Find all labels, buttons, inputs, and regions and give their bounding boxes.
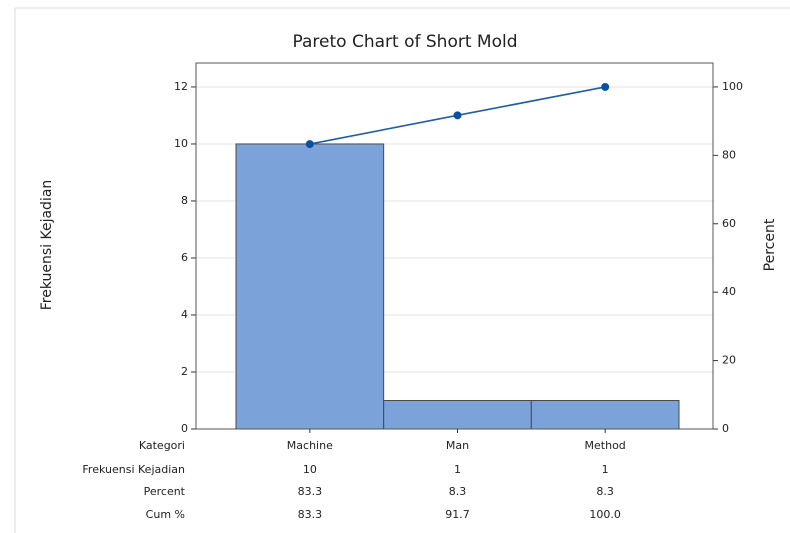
y-tick-label: 8 bbox=[181, 194, 188, 207]
bar bbox=[530, 399, 680, 430]
cum-point bbox=[305, 140, 314, 149]
bar bbox=[235, 143, 385, 430]
y2-tick-label: 100 bbox=[722, 80, 743, 93]
table-cell: 1 bbox=[602, 463, 609, 476]
y2-tick-label: 0 bbox=[722, 422, 729, 435]
y-tick-label: 12 bbox=[174, 80, 188, 93]
x-tick-label: Man bbox=[446, 439, 469, 452]
table-cell: 91.7 bbox=[445, 508, 470, 521]
y2-axis-label: Percent bbox=[762, 218, 778, 271]
cum-point bbox=[453, 111, 462, 120]
chart-title: Pareto Chart of Short Mold bbox=[293, 32, 518, 52]
y-tick-label: 0 bbox=[181, 422, 188, 435]
y-tick-label: 2 bbox=[181, 365, 188, 378]
x-tick-label: Machine bbox=[287, 439, 333, 452]
y-tick-label: 4 bbox=[181, 308, 188, 321]
y-tick-label: 6 bbox=[181, 251, 188, 264]
y2-tick-label: 20 bbox=[722, 354, 736, 367]
table-cell: 10 bbox=[303, 463, 317, 476]
table-row-label: Percent bbox=[144, 485, 186, 498]
table-row-label: Frekuensi Kejadian bbox=[82, 463, 185, 476]
bar bbox=[383, 399, 532, 430]
x-tick-label: Method bbox=[585, 439, 626, 452]
y-tick-label: 10 bbox=[174, 137, 188, 150]
category-row-label: Kategori bbox=[139, 439, 185, 452]
cum-point bbox=[601, 82, 610, 91]
y2-tick-label: 60 bbox=[722, 217, 736, 230]
table-cell: 1 bbox=[454, 463, 461, 476]
table-cell: 83.3 bbox=[298, 485, 323, 498]
plot-frame bbox=[195, 62, 714, 430]
table-cell: 83.3 bbox=[298, 508, 323, 521]
y-axis-label: Frekuensi Kejadian bbox=[39, 180, 55, 311]
table-cell: 100.0 bbox=[589, 508, 621, 521]
table-cell: 8.3 bbox=[596, 485, 614, 498]
table-cell: 8.3 bbox=[449, 485, 467, 498]
y2-tick-label: 40 bbox=[722, 285, 736, 298]
y2-tick-label: 80 bbox=[722, 148, 736, 161]
table-row-label: Cum % bbox=[146, 508, 185, 521]
